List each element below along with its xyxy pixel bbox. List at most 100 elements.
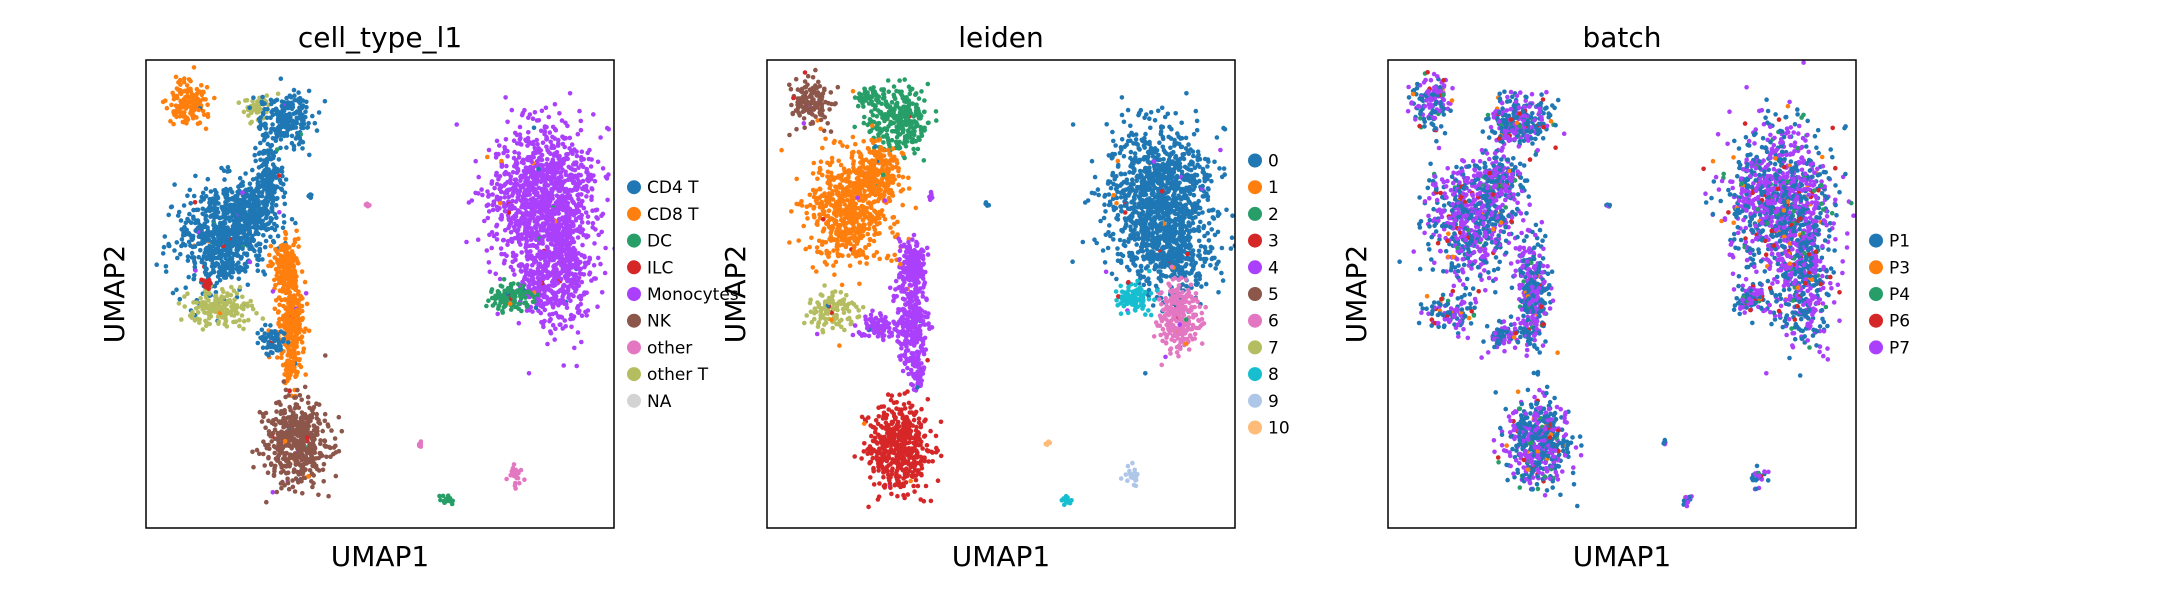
cell-point [323, 353, 328, 358]
cell-point [513, 486, 518, 491]
cell-point [600, 211, 606, 217]
cell-point [250, 215, 255, 221]
cell-point [562, 206, 567, 211]
cell-point [213, 293, 219, 299]
cell-point [286, 326, 292, 332]
cell-point [280, 362, 286, 368]
cell-point [240, 294, 245, 300]
cell-point [293, 125, 299, 130]
cell-point [175, 95, 180, 101]
cell-point [513, 214, 519, 219]
cell-point [274, 409, 279, 414]
cell-point [505, 154, 510, 159]
cell-point [568, 298, 573, 304]
cell-point [164, 105, 170, 111]
cell-point [204, 218, 210, 224]
cell-point [286, 323, 292, 329]
cell-point [810, 97, 815, 102]
cell-point [296, 97, 301, 102]
cell-point [225, 165, 231, 170]
cell-point [286, 393, 292, 398]
cell-point [290, 478, 295, 483]
cell-point [507, 187, 512, 192]
scatter-points [154, 65, 627, 507]
cell-point [279, 355, 284, 361]
cell-point [926, 120, 931, 126]
cell-point [293, 476, 299, 481]
cell-point [585, 220, 591, 225]
cell-point [581, 292, 587, 297]
cell-point [246, 239, 251, 245]
cell-point [552, 226, 558, 231]
cell-point [263, 322, 268, 328]
cell-point [532, 299, 537, 304]
cell-point [177, 296, 183, 302]
cell-point [230, 259, 235, 265]
legend-marker [627, 260, 641, 275]
cell-point [290, 102, 296, 107]
cell-point [795, 87, 801, 92]
cell-point [253, 205, 259, 210]
cell-point [512, 149, 517, 155]
cell-point [273, 282, 278, 288]
cell-point [261, 233, 266, 238]
cell-point [236, 260, 241, 266]
cell-point [259, 419, 265, 424]
cell-point [489, 230, 495, 235]
cell-point [255, 256, 260, 262]
cell-point [526, 371, 532, 376]
cell-point [548, 316, 553, 322]
legend-marker [627, 367, 641, 382]
cell-point [787, 82, 792, 88]
cell-point [266, 152, 271, 157]
cell-point [247, 259, 253, 265]
cell-point [499, 158, 504, 164]
cell-point [301, 475, 307, 481]
cell-point [598, 135, 603, 140]
cell-point [250, 306, 256, 312]
cell-point [550, 134, 555, 140]
cell-point [278, 243, 284, 249]
cell-point [181, 79, 187, 85]
cell-point [261, 138, 267, 143]
cell-point [221, 295, 227, 300]
cell-point [162, 234, 168, 239]
cell-point [237, 323, 242, 329]
cell-point [302, 279, 308, 285]
cell-point [292, 295, 298, 300]
cell-point [512, 304, 517, 310]
cell-point [539, 292, 544, 298]
cell-point [191, 193, 197, 199]
cell-point [486, 192, 492, 198]
cell-point [203, 126, 209, 132]
cell-point [180, 233, 186, 238]
cell-point [282, 190, 288, 195]
cell-point [510, 253, 516, 259]
cell-point [293, 220, 298, 226]
cell-point [523, 268, 528, 273]
cell-point [622, 196, 627, 201]
cell-point [300, 125, 306, 131]
cell-point [527, 192, 532, 197]
cell-point [292, 97, 298, 103]
cell-point [184, 83, 190, 88]
legend-label: other [647, 338, 692, 358]
cell-point [293, 281, 298, 287]
cell-point [306, 431, 311, 436]
cell-point [528, 268, 533, 274]
cell-point [579, 220, 585, 225]
cell-point [561, 186, 566, 192]
cell-point [198, 296, 203, 301]
cell-point [264, 195, 270, 200]
cell-point [584, 233, 589, 238]
cell-point [564, 252, 569, 257]
cell-point [552, 223, 558, 228]
cell-point [297, 362, 302, 368]
cell-point [312, 120, 318, 126]
cell-point [180, 241, 186, 247]
cell-point [299, 308, 305, 314]
cell-point [510, 190, 516, 196]
cell-point [497, 201, 503, 206]
